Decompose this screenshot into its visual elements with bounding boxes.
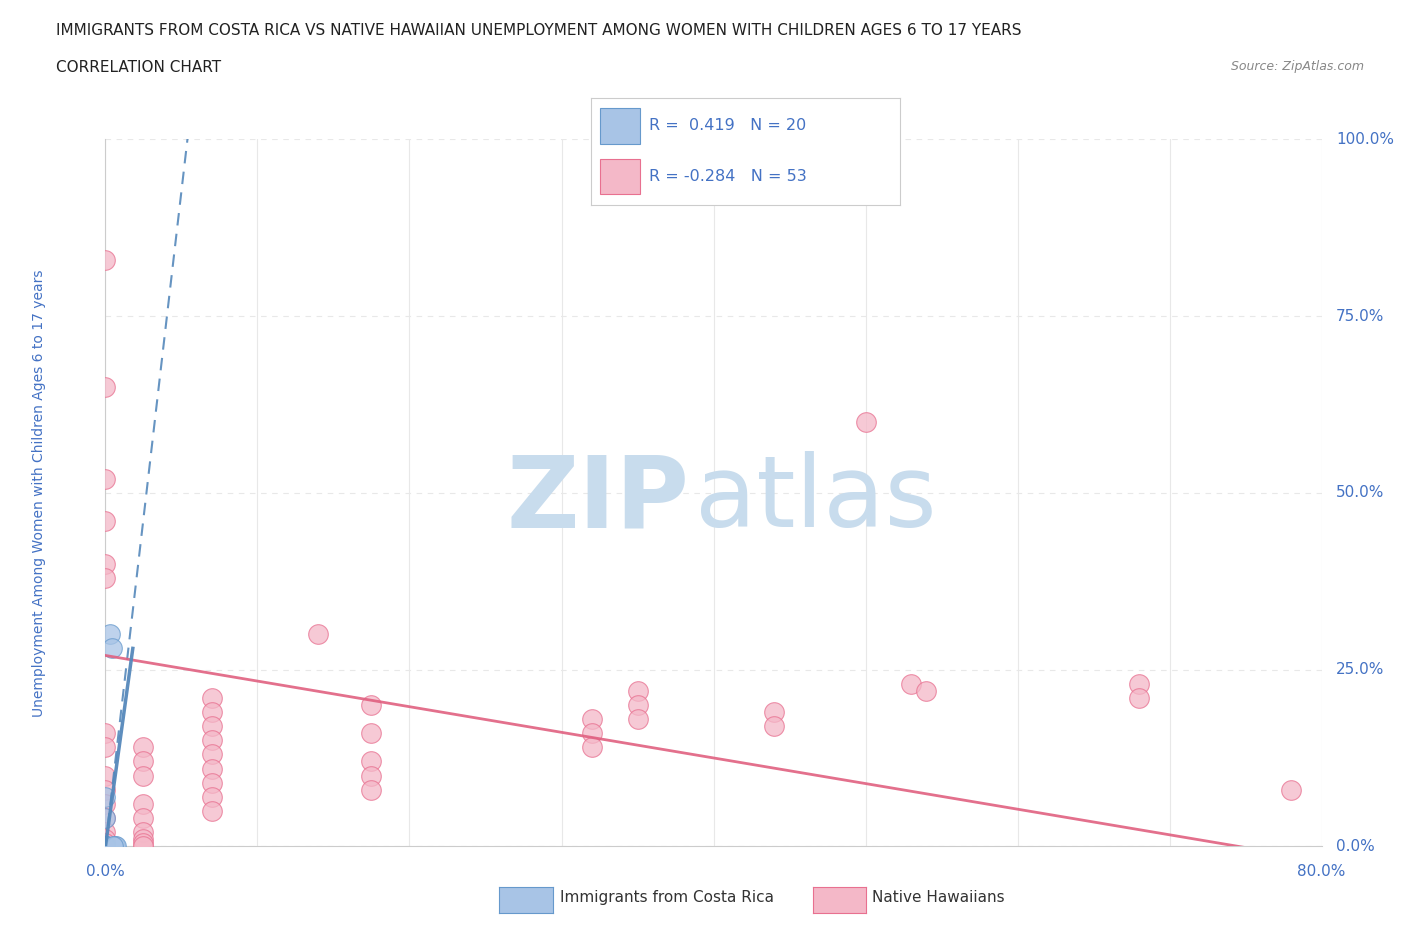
Point xyxy=(94,839,117,854)
Point xyxy=(360,782,382,797)
Point xyxy=(1128,690,1150,705)
Point xyxy=(360,754,382,769)
Text: ZIP: ZIP xyxy=(506,451,689,549)
Point xyxy=(101,839,124,854)
Point xyxy=(201,761,224,776)
Point xyxy=(201,790,224,804)
Point xyxy=(94,725,117,740)
Text: Native Hawaiians: Native Hawaiians xyxy=(872,890,1004,905)
Text: 0.0%: 0.0% xyxy=(86,864,125,879)
Text: R =  0.419   N = 20: R = 0.419 N = 20 xyxy=(650,118,807,134)
Text: atlas: atlas xyxy=(696,451,936,549)
Point xyxy=(132,754,155,769)
Point xyxy=(132,768,155,783)
Point xyxy=(100,641,122,656)
Point xyxy=(581,711,603,726)
Point xyxy=(98,627,121,642)
Point xyxy=(915,684,938,698)
Point xyxy=(94,768,117,783)
Point xyxy=(94,831,117,846)
Point xyxy=(763,705,786,720)
Point xyxy=(132,740,155,755)
Point xyxy=(360,725,382,740)
Point xyxy=(201,719,224,734)
Point xyxy=(201,733,224,748)
Point xyxy=(94,825,117,840)
Point xyxy=(201,705,224,720)
Point xyxy=(201,776,224,790)
Point xyxy=(94,570,117,585)
Text: 25.0%: 25.0% xyxy=(1336,662,1385,677)
Point xyxy=(1279,782,1302,797)
Point xyxy=(94,513,117,528)
Point xyxy=(94,252,117,267)
Point xyxy=(201,690,224,705)
Point xyxy=(132,831,155,846)
Text: Immigrants from Costa Rica: Immigrants from Costa Rica xyxy=(560,890,773,905)
Point xyxy=(94,811,117,826)
Point xyxy=(581,740,603,755)
Point xyxy=(94,379,117,394)
Point xyxy=(132,825,155,840)
Point xyxy=(360,698,382,712)
Point xyxy=(360,768,382,783)
Text: 75.0%: 75.0% xyxy=(1336,309,1385,324)
Point xyxy=(132,835,155,850)
Point xyxy=(855,415,877,430)
Point xyxy=(94,839,117,854)
Point xyxy=(94,740,117,755)
Text: IMMIGRANTS FROM COSTA RICA VS NATIVE HAWAIIAN UNEMPLOYMENT AMONG WOMEN WITH CHIL: IMMIGRANTS FROM COSTA RICA VS NATIVE HAW… xyxy=(56,23,1022,38)
Point xyxy=(201,747,224,762)
Text: CORRELATION CHART: CORRELATION CHART xyxy=(56,60,221,75)
Point xyxy=(94,839,117,854)
Point xyxy=(94,839,117,854)
Point xyxy=(94,839,117,854)
Point xyxy=(626,711,648,726)
Point xyxy=(1128,676,1150,691)
Text: Unemployment Among Women with Children Ages 6 to 17 years: Unemployment Among Women with Children A… xyxy=(31,269,45,717)
Point xyxy=(626,698,648,712)
Point xyxy=(94,782,117,797)
Text: 80.0%: 80.0% xyxy=(1298,864,1346,879)
Text: 50.0%: 50.0% xyxy=(1336,485,1385,500)
Point xyxy=(103,839,125,854)
Point xyxy=(132,839,155,854)
Point xyxy=(900,676,922,691)
Point xyxy=(307,627,329,642)
Point xyxy=(94,835,117,850)
Point xyxy=(94,556,117,571)
Text: 0.0%: 0.0% xyxy=(1336,839,1375,854)
Point xyxy=(626,684,648,698)
Point xyxy=(201,804,224,818)
Point xyxy=(94,796,117,811)
Point xyxy=(94,839,117,854)
Point xyxy=(94,839,117,854)
Text: 100.0%: 100.0% xyxy=(1336,132,1395,147)
Point xyxy=(94,839,117,854)
Point xyxy=(581,725,603,740)
Point xyxy=(132,811,155,826)
Text: Source: ZipAtlas.com: Source: ZipAtlas.com xyxy=(1230,60,1364,73)
Point xyxy=(94,839,117,854)
Point xyxy=(94,839,117,854)
Point xyxy=(94,839,117,854)
Point xyxy=(132,796,155,811)
Point xyxy=(94,839,117,854)
Bar xyxy=(600,159,640,194)
Text: R = -0.284   N = 53: R = -0.284 N = 53 xyxy=(650,168,807,184)
Point xyxy=(105,839,128,854)
Point xyxy=(94,472,117,486)
Point xyxy=(94,811,117,826)
Point xyxy=(763,719,786,734)
Point xyxy=(94,839,117,854)
Bar xyxy=(600,109,640,143)
Point xyxy=(94,790,117,804)
